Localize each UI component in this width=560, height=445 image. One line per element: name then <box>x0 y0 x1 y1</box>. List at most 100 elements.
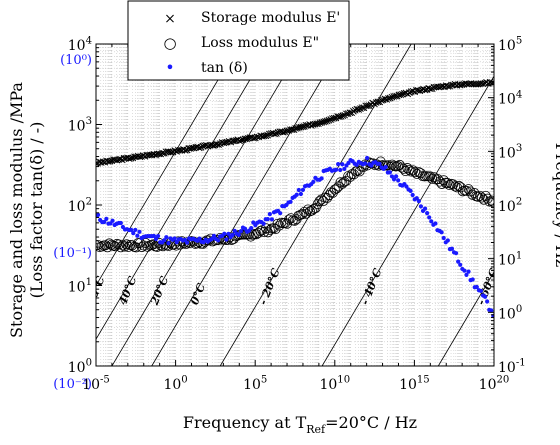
data-point <box>303 204 314 215</box>
y-left-tick-label: 100 <box>68 358 92 376</box>
data-point <box>342 166 347 172</box>
data-point <box>445 238 450 243</box>
data-point <box>96 160 100 167</box>
data-point <box>427 85 434 93</box>
data-point <box>425 171 436 182</box>
data-point <box>300 187 306 192</box>
data-point <box>299 123 306 131</box>
data-point <box>289 215 300 226</box>
data-point <box>411 168 422 179</box>
data-point <box>153 236 159 242</box>
data-point <box>280 128 287 136</box>
data-point <box>391 177 397 182</box>
x-tick-label: 100 <box>163 375 187 393</box>
data-point <box>463 184 474 195</box>
data-point <box>265 216 270 222</box>
data-point <box>485 299 490 304</box>
data-point <box>294 192 299 197</box>
data-point <box>216 238 221 243</box>
data-point <box>104 216 109 221</box>
legend-entry-storage: × Storage modulus E' <box>164 10 340 27</box>
data-point <box>278 211 283 216</box>
data-point <box>131 231 136 236</box>
legend-box <box>127 0 350 81</box>
data-point <box>102 219 107 225</box>
data-point <box>427 173 438 184</box>
data-point <box>243 135 250 143</box>
legend-label-storage: Storage modulus E' <box>201 10 340 26</box>
data-point <box>466 269 471 274</box>
data-point <box>470 277 475 282</box>
data-point <box>113 239 124 250</box>
data-point <box>271 130 278 138</box>
data-point <box>323 117 331 125</box>
y-right-tick-label: 102 <box>498 197 522 215</box>
y-axis-label-right: Frequency / Hz <box>552 143 560 267</box>
data-point <box>458 262 463 267</box>
data-point <box>425 211 430 216</box>
data-point <box>237 136 245 144</box>
data-point <box>133 227 138 233</box>
data-point <box>393 174 399 179</box>
data-point <box>408 165 419 176</box>
x-axis-label-post: =20°C / Hz <box>325 413 417 432</box>
data-point <box>338 167 343 173</box>
data-point <box>406 166 417 177</box>
data-point <box>429 219 434 224</box>
y-right-tick-label: 100 <box>498 304 522 322</box>
data-point <box>335 177 346 188</box>
data-point <box>383 96 391 103</box>
data-point <box>354 162 359 167</box>
data-point <box>404 184 409 189</box>
data-point <box>416 87 424 95</box>
data-point <box>96 212 101 217</box>
data-point <box>269 217 275 222</box>
data-point <box>298 191 303 197</box>
data-point <box>397 91 405 99</box>
data-point <box>484 196 494 207</box>
x-axis-label-sub: Ref <box>306 423 326 436</box>
data-point <box>336 162 341 167</box>
data-point <box>288 199 293 204</box>
data-point <box>399 90 406 98</box>
data-point <box>138 240 149 251</box>
data-point <box>462 268 467 273</box>
x-tick-label: 10-5 <box>82 375 110 393</box>
data-point <box>450 181 461 192</box>
data-point <box>121 239 132 250</box>
y-axis-label-left: Storage and loss modulus /MPa <box>7 82 26 338</box>
data-point <box>396 178 401 183</box>
data-point <box>365 102 373 109</box>
data-point <box>222 231 227 236</box>
data-point <box>461 185 472 196</box>
data-point <box>479 80 487 88</box>
y-left-tick-label: 102 <box>68 197 92 215</box>
data-point <box>261 221 266 226</box>
data-point <box>402 163 413 174</box>
data-point <box>135 233 140 238</box>
isotherm-label: 60°C <box>84 274 107 307</box>
data-point <box>358 104 366 112</box>
axis-labels: 10-5 100 105 1010 1015 102010010110210310410-… <box>53 36 525 393</box>
data-point <box>427 215 432 220</box>
data-point <box>129 227 134 232</box>
y-left-tick-label: 104 <box>68 36 92 54</box>
data-point <box>164 235 169 240</box>
data-point <box>346 109 354 117</box>
data-point <box>136 242 147 253</box>
data-point <box>319 176 324 181</box>
y-left-secondary-tick-label: (10⁻¹) <box>53 246 92 261</box>
data-point <box>365 155 370 161</box>
isotherm-line <box>111 44 304 366</box>
data-point <box>118 220 123 226</box>
data-point <box>456 259 461 264</box>
data-point <box>226 231 231 236</box>
data-point <box>387 170 392 175</box>
x-tick-label: 1010 <box>319 375 350 393</box>
data-point <box>106 157 114 165</box>
data-point <box>383 160 394 171</box>
data-point <box>283 214 294 225</box>
data-point <box>418 204 424 209</box>
data-point <box>386 94 394 102</box>
